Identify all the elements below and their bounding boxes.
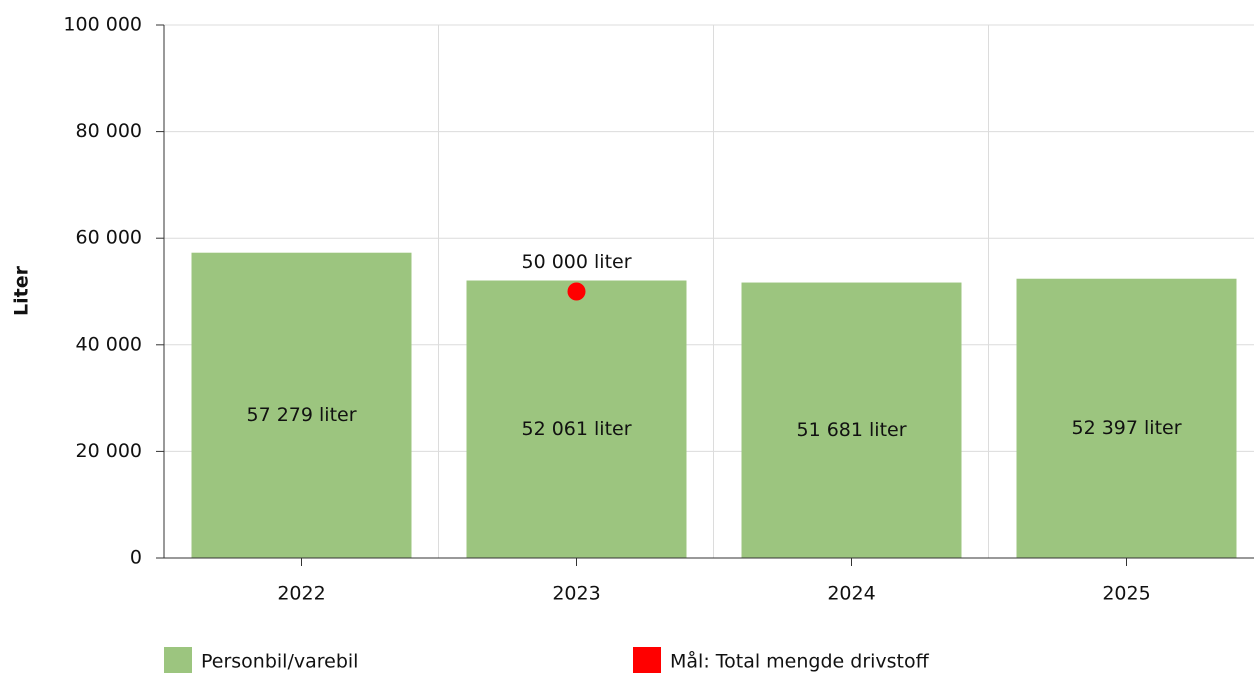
legend-label: Personbil/varebil (201, 651, 358, 673)
y-tick-label: 60 000 (76, 227, 142, 249)
bar (191, 252, 412, 558)
bar (1016, 278, 1237, 558)
y-tick-label: 0 (130, 547, 142, 569)
y-tick-label: 80 000 (76, 120, 142, 142)
legend-label: Mål: Total mengde drivstoff (670, 650, 930, 673)
bar-value-label: 57 279 liter (246, 404, 356, 426)
target-label: 50 000 liter (521, 251, 631, 273)
bar-value-label: 51 681 liter (796, 419, 906, 441)
x-tick-label: 2025 (1102, 583, 1150, 605)
legend-swatch (164, 647, 192, 673)
y-axis-title: Liter (11, 265, 33, 316)
x-tick-label: 2022 (277, 583, 325, 605)
bar-value-label: 52 061 liter (521, 418, 631, 440)
legend-swatch (633, 647, 661, 673)
y-tick-label: 100 000 (63, 14, 142, 36)
bar-value-label: 52 397 liter (1071, 417, 1181, 439)
x-tick-label: 2023 (552, 583, 600, 605)
y-tick-label: 20 000 (76, 440, 142, 462)
bar (466, 280, 687, 558)
y-tick-label: 40 000 (76, 333, 142, 355)
bar (741, 282, 962, 558)
target-point (567, 282, 586, 301)
x-tick-label: 2024 (827, 583, 875, 605)
